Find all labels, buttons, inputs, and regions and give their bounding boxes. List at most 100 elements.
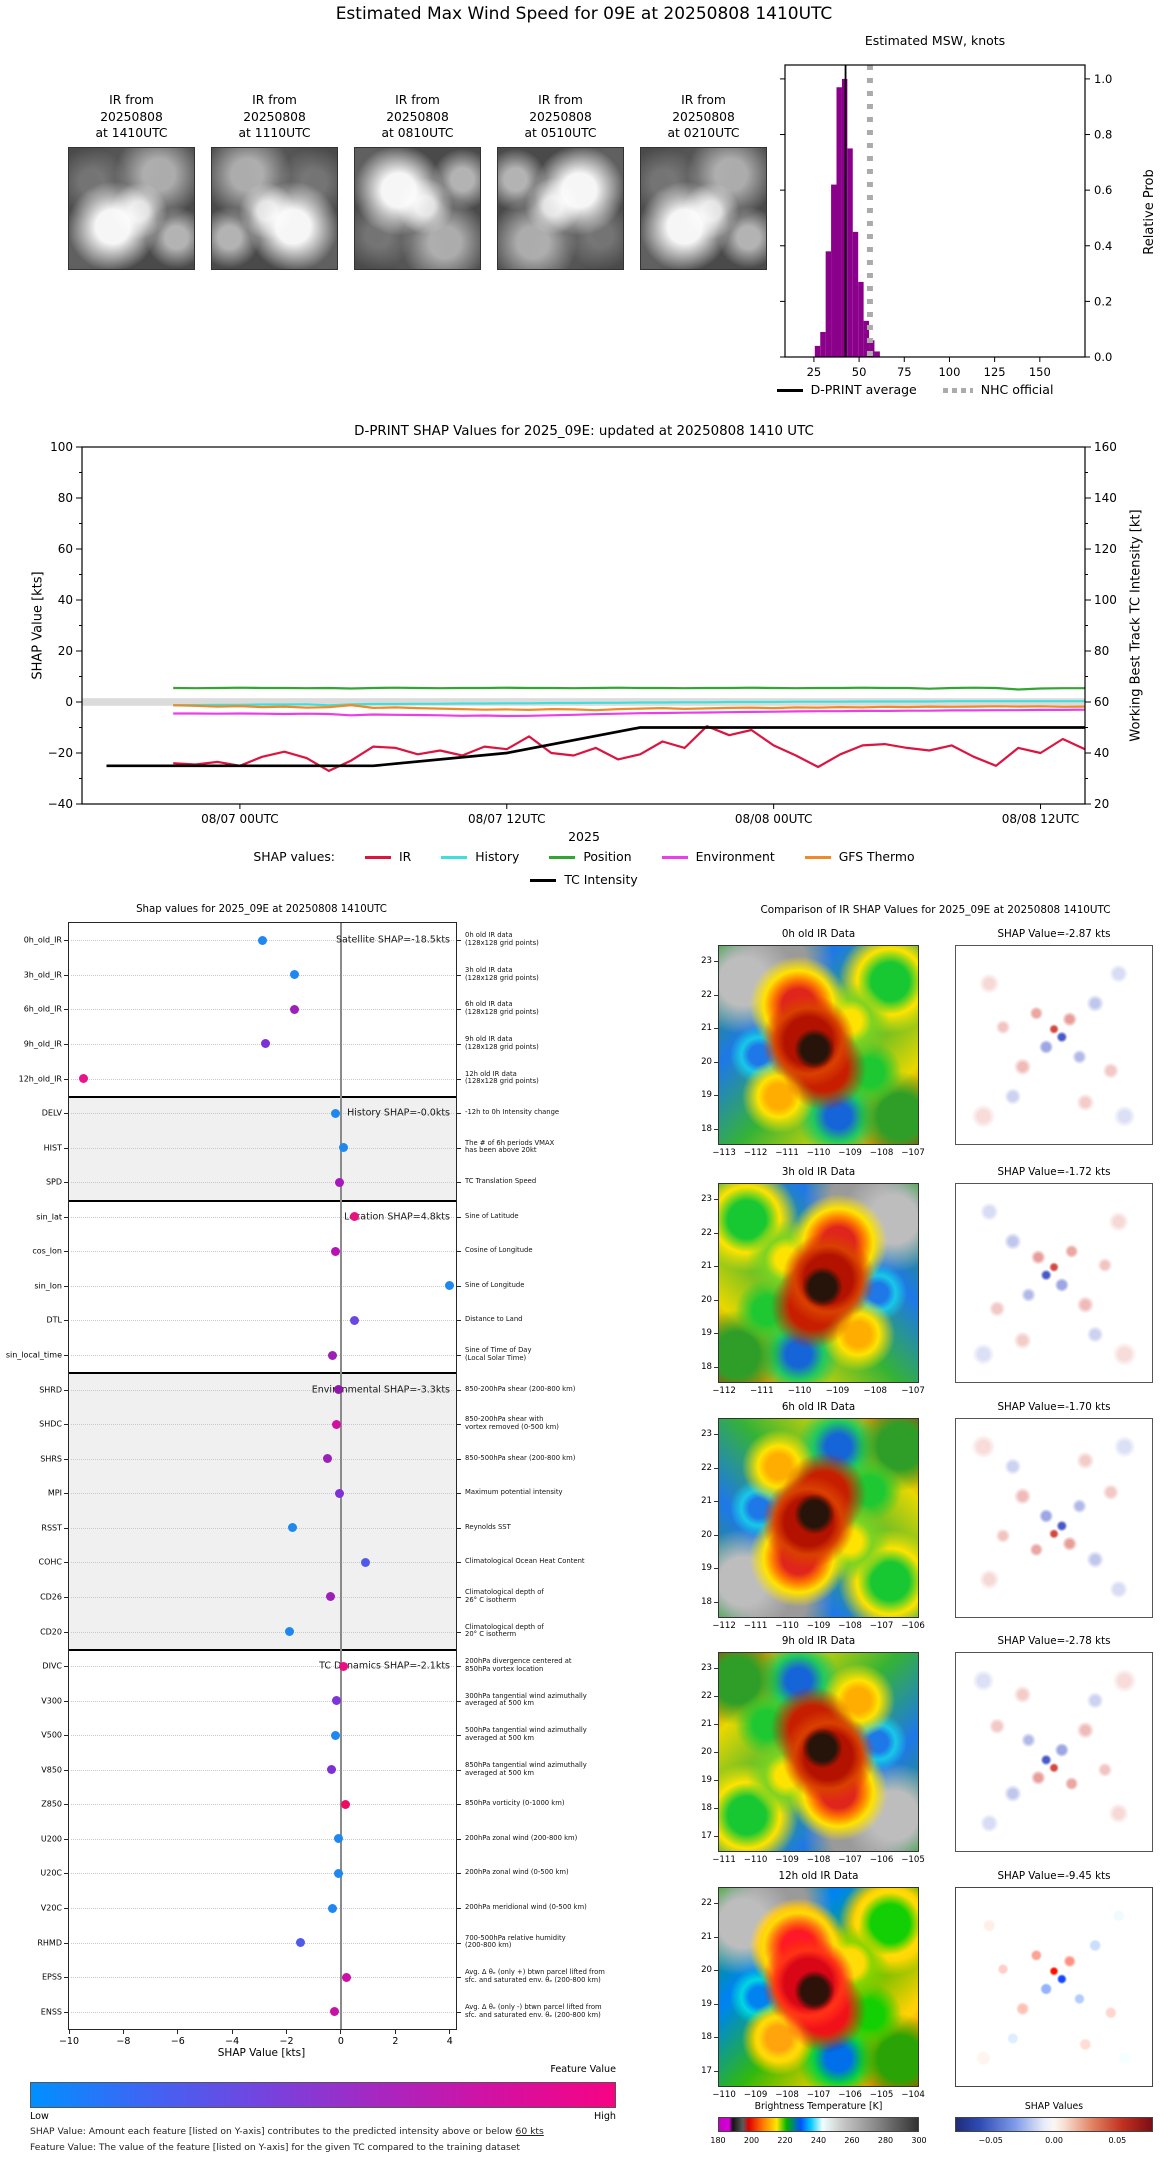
ir-thumbnail: IR from 20250808 at 0810UTC (354, 92, 481, 270)
legend-label: History (475, 849, 520, 864)
dotplot-right-tick (456, 1596, 461, 1598)
latitude-tick (714, 1199, 718, 1200)
figure-title: Estimated Max Wind Speed for 09E at 2025… (335, 4, 833, 24)
dotplot-group (69, 1199, 456, 1373)
dotplot-shap-dot (331, 1730, 341, 1740)
latitude-tick-label: 18 (701, 1124, 712, 1134)
dotplot-right-tick (456, 1355, 461, 1357)
dotplot-feature-code: sin_lat (36, 1212, 62, 1222)
dotplot-group (69, 1372, 456, 1649)
dotplot-feature-code: 6h_old_IR (23, 1004, 62, 1014)
longitude-tick-label: −108 (869, 1148, 894, 1158)
dotplot-row-gridline (71, 1562, 454, 1564)
ir-map-title: 0h old IR Data (781, 928, 856, 940)
legend-item-history: History (441, 849, 519, 864)
dotplot-feature-description: Maximum potential intensity (465, 1488, 563, 1497)
shap-value-map (955, 1418, 1153, 1618)
dotplot-feature-code: 0h_old_IR (23, 935, 62, 945)
latitude-tick-label: 20 (701, 1294, 712, 1305)
latitude-tick (714, 1668, 718, 1669)
timeseries-y-tick-label-right: 80 (1094, 644, 1109, 658)
latitude-tick-label: 19 (701, 1328, 712, 1339)
latitude-tick-label: 23 (701, 1663, 712, 1673)
dotplot-feature-description: TC Translation Speed (465, 1177, 537, 1186)
dotplot-feature-code: SHDC (39, 1419, 62, 1429)
dotplot-right-tick (456, 1769, 461, 1771)
dotplot-group-header: Satellite SHAP=-18.5kts (335, 934, 450, 946)
bt-colorbar-title: Brightness Temperature [K] (754, 2101, 883, 2112)
dotplot-row-gridline (71, 1631, 454, 1633)
series-line-history (173, 700, 1085, 707)
dotplot-x-tick (449, 2029, 451, 2034)
timeseries-y-tick-label-left: 60 (58, 542, 73, 556)
caption-lead: Feature Value: (30, 2142, 96, 2153)
legend-label: TC Intensity (564, 872, 638, 887)
dotplot-shap-dot (360, 1557, 370, 1567)
dotplot-shap-dot (333, 1834, 343, 1844)
dotplot-left-tick (64, 1596, 69, 1598)
dotplot-row-gridline (71, 1527, 454, 1529)
dotplot-plot-area: 0h_old_IR 0h old IR data (128x128 grid po… (6, 922, 605, 2047)
longitude-tick-label: −111 (749, 1386, 774, 1396)
dotplot-feature-code: V300 (41, 1696, 62, 1706)
dotplot-right-tick (456, 1908, 461, 1910)
dotplot-feature-code: HIST (43, 1143, 62, 1153)
dotplot-left-tick (64, 974, 69, 976)
legend-label: Position (583, 849, 632, 864)
dotplot-x-tick (231, 2029, 233, 2034)
latitude-tick-label: 23 (701, 1429, 712, 1439)
dotplot-x-tick (68, 2029, 70, 2034)
timeseries-y-tick-label-left: 80 (58, 491, 73, 505)
timeseries-x-tick-label: 08/07 12UTC (468, 812, 545, 826)
timeseries-legend-row2: TC Intensity (0, 872, 1168, 887)
dotplot-feature-code: ENSS (40, 2007, 62, 2017)
feature-value-high-label: High (593, 2111, 616, 2122)
shap-colorbar-title: SHAP Values (1024, 2101, 1084, 2112)
latitude-tick (714, 2037, 718, 2039)
longitude-tick-label: −109 (825, 1386, 850, 1396)
dotplot-left-tick (64, 1285, 69, 1287)
dotplot-left-tick (64, 1043, 69, 1045)
dotplot-shap-dot (350, 1315, 360, 1325)
dotplot-row-gridline (71, 1009, 454, 1011)
dotplot-left-tick (64, 1182, 69, 1184)
dotplot-shap-dot (325, 1592, 335, 1602)
dotplot-row-gridline (71, 1493, 454, 1495)
dotplot-right-tick (456, 940, 461, 942)
feature-value-low-label: Low (30, 2111, 49, 2122)
dotplot-right-tick (456, 1320, 461, 1322)
longitude-tick-label: −110 (806, 1148, 831, 1158)
legend-item-tc-intensity: TC Intensity (530, 872, 638, 887)
timeseries-legend-prefix: SHAP values: (253, 849, 335, 864)
ir-data-map (718, 1418, 919, 1618)
ir-thumbnail: IR from 20250808 at 1110UTC (211, 92, 338, 270)
latitude-tick-label: 21 (701, 1496, 712, 1507)
dotplot-left-tick (64, 1700, 69, 1702)
latitude-tick (714, 1367, 718, 1368)
dotplot-feature-code: DELV (41, 1108, 62, 1118)
shap-value-map (955, 1887, 1153, 2087)
timeseries-y-tick-label-left: 20 (58, 644, 73, 658)
bt-colorbar-tick-label: 280 (877, 2136, 894, 2145)
histogram-legend: D-PRINT average NHC official (655, 382, 1168, 397)
dotplot-feature-code: SHRD (39, 1385, 62, 1395)
latitude-tick-label: 18 (701, 2032, 712, 2043)
dotplot-title: Shap values for 2025_09E at 20250808 141… (136, 904, 387, 915)
latitude-tick-label: 19 (701, 1090, 712, 1101)
ir-map-title: 3h old IR Data (781, 1166, 856, 1178)
dotplot-feature-code: 9h_old_IR (23, 1039, 62, 1049)
timeseries-y-tick-label-right: 40 (1094, 746, 1109, 760)
timeseries-legend-row1: SHAP values: IR History Position Environment… (0, 849, 1168, 864)
shap-colorbar-tick-label: 0.00 (1045, 2136, 1063, 2145)
dotplot-row-gridline (71, 1458, 454, 1460)
dotplot-x-tick (177, 2029, 179, 2034)
longitude-tick-label: −106 (869, 1855, 894, 1865)
dotplot-right-tick (456, 1735, 461, 1737)
dotplot-shap-dot (339, 1661, 349, 1671)
histogram-x-tick-label: 125 (984, 365, 1006, 379)
histogram-bar (874, 351, 880, 357)
dotplot-feature-description: 850hPa vorticity (0-1000 km) (465, 1799, 565, 1808)
dotplot-feature-code: RHMD (37, 1938, 62, 1948)
ir-satellite-image (211, 147, 338, 270)
